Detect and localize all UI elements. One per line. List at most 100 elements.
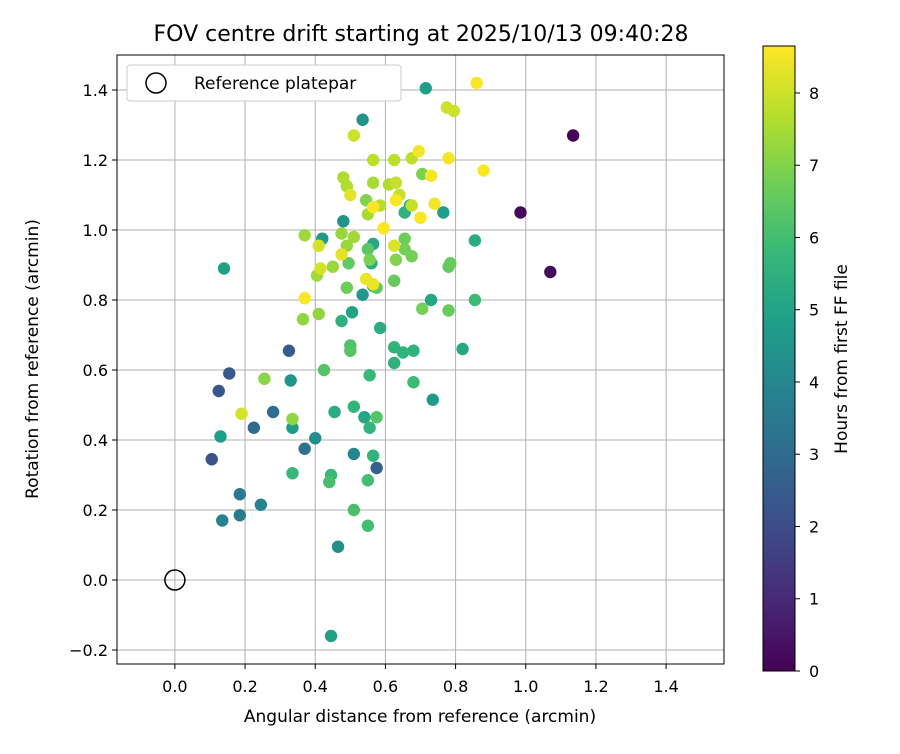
data-point <box>356 288 369 301</box>
data-point <box>456 342 469 356</box>
data-point <box>233 509 247 522</box>
data-point <box>342 257 355 270</box>
data-point <box>366 201 380 214</box>
data-point <box>347 129 361 142</box>
y-tick-label: 0.8 <box>83 291 108 310</box>
data-point <box>298 229 311 242</box>
x-tick-label: 0.6 <box>373 677 398 696</box>
data-point <box>407 376 420 389</box>
data-point <box>414 211 427 224</box>
data-point <box>326 260 339 273</box>
data-point <box>389 253 403 266</box>
y-tick-label: 1.2 <box>83 151 108 170</box>
y-tick-label: 1.4 <box>83 81 108 100</box>
data-point <box>344 344 357 357</box>
data-point <box>405 250 418 263</box>
data-point <box>407 344 420 357</box>
data-point <box>363 421 376 434</box>
data-point <box>335 248 348 261</box>
data-point <box>566 129 580 142</box>
colorbar-gradient <box>762 45 796 672</box>
data-point <box>284 374 297 387</box>
data-point <box>428 197 441 210</box>
data-point <box>370 411 383 424</box>
data-point <box>214 430 227 443</box>
data-point <box>468 234 482 247</box>
data-point <box>377 222 390 235</box>
data-point <box>298 292 311 305</box>
y-axis-ticks: −0.2 0.0 0.2 0.4 0.6 0.8 1.0 1.2 1.4 <box>69 81 117 660</box>
data-point <box>347 447 361 461</box>
data-point <box>363 369 376 382</box>
colorbar-tick-label: 2 <box>809 517 819 536</box>
data-point <box>331 540 345 553</box>
data-point <box>296 313 310 326</box>
data-point <box>366 278 380 291</box>
data-point <box>366 176 380 189</box>
data-point <box>345 306 359 319</box>
data-point <box>205 453 218 466</box>
data-point <box>247 421 261 434</box>
data-point <box>217 262 231 275</box>
data-point <box>514 206 527 219</box>
x-tick-label: 1.4 <box>653 677 678 696</box>
data-point <box>298 442 311 455</box>
data-point <box>437 206 450 219</box>
data-point <box>347 503 361 517</box>
data-point <box>544 265 557 279</box>
data-point <box>282 344 296 357</box>
colorbar-ticks: 0 1 2 3 4 5 6 7 8 <box>795 84 819 681</box>
data-point <box>254 498 268 511</box>
data-point <box>373 321 387 335</box>
y-axis-label: Rotation from reference (arcmin) <box>23 219 43 499</box>
data-point <box>216 514 229 527</box>
data-point <box>340 281 354 294</box>
data-point <box>314 262 327 275</box>
colorbar-tick-label: 4 <box>809 373 819 392</box>
colorbar-tick-label: 6 <box>809 228 819 247</box>
data-point <box>361 243 375 256</box>
colorbar-tick-label: 7 <box>809 156 819 175</box>
x-tick-label: 0.2 <box>232 677 257 696</box>
data-point <box>358 411 371 424</box>
data-point <box>389 194 403 207</box>
data-point <box>442 152 455 165</box>
data-point <box>323 475 336 489</box>
reference-marker-layer <box>164 569 186 591</box>
data-point <box>405 199 418 212</box>
data-point <box>387 356 401 370</box>
x-axis-ticks: 0.0 0.2 0.4 0.6 0.8 1.0 1.2 1.4 <box>162 664 679 696</box>
data-point <box>258 372 271 385</box>
colorbar-tick-label: 0 <box>809 662 819 681</box>
data-point <box>387 274 401 287</box>
data-point <box>286 412 299 426</box>
chart-title: FOV centre drift starting at 2025/10/13 … <box>154 22 689 47</box>
data-point <box>363 253 376 266</box>
data-point <box>309 432 322 445</box>
data-point <box>396 346 410 359</box>
colorbar: 0 1 2 3 4 5 6 7 8 Hours from first FF file <box>762 45 852 681</box>
data-point <box>419 82 432 95</box>
colorbar-tick-label: 5 <box>809 301 819 320</box>
data-point <box>398 232 411 245</box>
data-point <box>468 293 482 307</box>
colorbar-tick-label: 3 <box>809 445 819 464</box>
data-point <box>312 239 325 252</box>
data-point <box>324 629 338 643</box>
x-tick-label: 1.0 <box>513 677 538 696</box>
data-point <box>424 293 438 307</box>
x-axis-label: Angular distance from reference (arcmin) <box>244 707 596 727</box>
data-points <box>205 76 580 643</box>
data-point <box>317 363 331 377</box>
data-point <box>389 176 403 189</box>
data-point <box>312 307 325 321</box>
x-tick-label: 0.0 <box>162 677 187 696</box>
plot-frame <box>116 54 725 665</box>
x-tick-label: 1.2 <box>583 677 608 696</box>
reference-platepar-marker <box>164 569 186 591</box>
y-tick-label: 0.2 <box>83 501 108 520</box>
legend-box <box>126 64 402 102</box>
data-point <box>286 467 299 480</box>
